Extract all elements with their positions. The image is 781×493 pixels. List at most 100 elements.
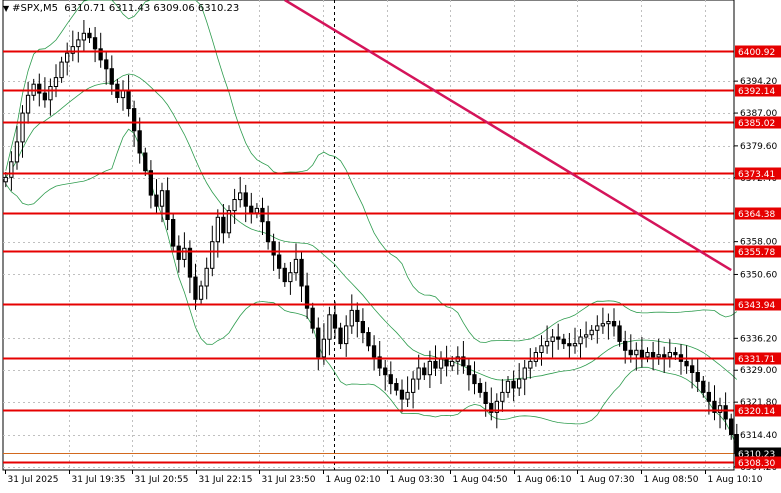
candle-body: [712, 400, 717, 413]
candle-body: [165, 190, 170, 220]
candle-body: [59, 61, 64, 79]
candle-body: [154, 194, 159, 207]
level-price-tag: [735, 167, 781, 180]
candle-body: [277, 254, 282, 269]
level-price-tag: [735, 456, 781, 469]
candle-body: [399, 389, 405, 400]
candle-body: [595, 325, 600, 331]
candle-body: [556, 336, 561, 340]
candle-body: [729, 418, 734, 435]
candle-body: [25, 94, 31, 114]
candle-body: [98, 48, 103, 61]
candle-body: [126, 90, 131, 110]
chart-header: ▼ #SPX,M5 6310.71 6311.43 6309.06 6310.23: [3, 3, 239, 14]
candle-body: [461, 356, 466, 367]
price-tick-label: 6379.60: [740, 142, 777, 152]
horizontal-levels[interactable]: [3, 50, 734, 464]
candle-body: [176, 245, 181, 260]
price-tick-label: 6394.20: [740, 77, 777, 87]
candle-body: [120, 90, 126, 99]
candle-body: [617, 325, 622, 342]
candle-body: [723, 405, 728, 420]
candle-body: [148, 170, 153, 196]
candle-body: [137, 130, 142, 154]
candle-body: [221, 216, 226, 234]
level-price-tag: [735, 45, 781, 58]
time-tick-label: 1 Aug 10:10: [708, 475, 763, 485]
candle-body: [466, 365, 472, 376]
candle-body: [667, 352, 673, 358]
candle-body: [517, 378, 522, 389]
candle-body: [578, 336, 583, 345]
candle-body: [383, 367, 388, 376]
current-price-label: 6310.23: [738, 450, 775, 460]
candle-body: [522, 367, 527, 380]
time-tick-label: 1 Aug 06:10: [517, 475, 572, 485]
candle-body: [416, 367, 421, 380]
candle-body: [65, 52, 70, 63]
time-axis: 31 Jul 2025 31 Jul 19:35 31 Jul 20:55 31 Ju…: [5, 470, 763, 485]
level-price-tag: [735, 116, 781, 129]
candle-body: [433, 360, 438, 369]
candle-body: [450, 360, 455, 367]
candle-body: [477, 383, 483, 393]
candle-body: [3, 176, 8, 183]
candle-body: [584, 334, 589, 338]
candle-body: [394, 383, 399, 391]
candle-body: [265, 221, 271, 243]
candle-body: [366, 332, 371, 347]
level-price-tag: [735, 404, 781, 417]
trendline-layer[interactable]: [284, 0, 732, 272]
time-tick-label: 31 Jul 20:55: [135, 475, 189, 485]
candle-body: [159, 190, 165, 207]
candle-body: [321, 338, 327, 358]
candle-body: [472, 374, 477, 385]
candle-body: [204, 267, 209, 287]
bollinger-upper-line: [5, 0, 738, 343]
level-price-tag: [735, 207, 781, 220]
candle-body: [87, 32, 92, 39]
candlestick-series: [3, 20, 739, 467]
price-tick-label: 6329.00: [740, 366, 777, 376]
candle-body: [411, 378, 416, 393]
candle-body: [238, 192, 243, 201]
level-price-label: 6320.14: [738, 407, 775, 417]
candle-body: [304, 285, 310, 309]
candle-body: [349, 309, 354, 327]
candle-body: [444, 358, 449, 367]
candle-body: [254, 207, 259, 214]
candle-body: [182, 247, 187, 260]
candle-body: [623, 340, 628, 351]
candle-body: [37, 83, 42, 94]
descending-trendline[interactable]: [284, 0, 732, 272]
candle-body: [589, 329, 594, 336]
candle-body: [511, 380, 516, 389]
candle-body: [132, 108, 137, 132]
candle-body: [539, 345, 544, 353]
triangle-down-icon[interactable]: ▼: [3, 4, 10, 13]
candle-body: [695, 372, 700, 382]
level-price-tag: [735, 352, 781, 365]
candle-body: [544, 340, 550, 347]
time-tick-label: 1 Aug 03:30: [390, 475, 445, 485]
time-tick-label: 31 Jul 2025: [8, 475, 59, 485]
candle-body: [505, 380, 511, 393]
candle-body: [567, 343, 572, 347]
candle-body: [360, 321, 366, 334]
candle-body: [53, 77, 59, 87]
price-tick-label: 6336.20: [740, 334, 777, 344]
candle-body: [243, 192, 248, 207]
level-price-label: 6331.71: [738, 355, 775, 365]
candle-body: [327, 314, 332, 340]
level-price-tag: [735, 84, 781, 97]
candle-body: [316, 327, 321, 358]
candle-body: [645, 352, 650, 358]
candle-body: [427, 360, 433, 376]
candle-body: [14, 141, 20, 163]
price-tick-label: 6321.80: [740, 398, 777, 408]
candle-body: [500, 391, 505, 402]
candle-body: [109, 68, 114, 85]
bollinger-lower-line: [5, 128, 738, 448]
